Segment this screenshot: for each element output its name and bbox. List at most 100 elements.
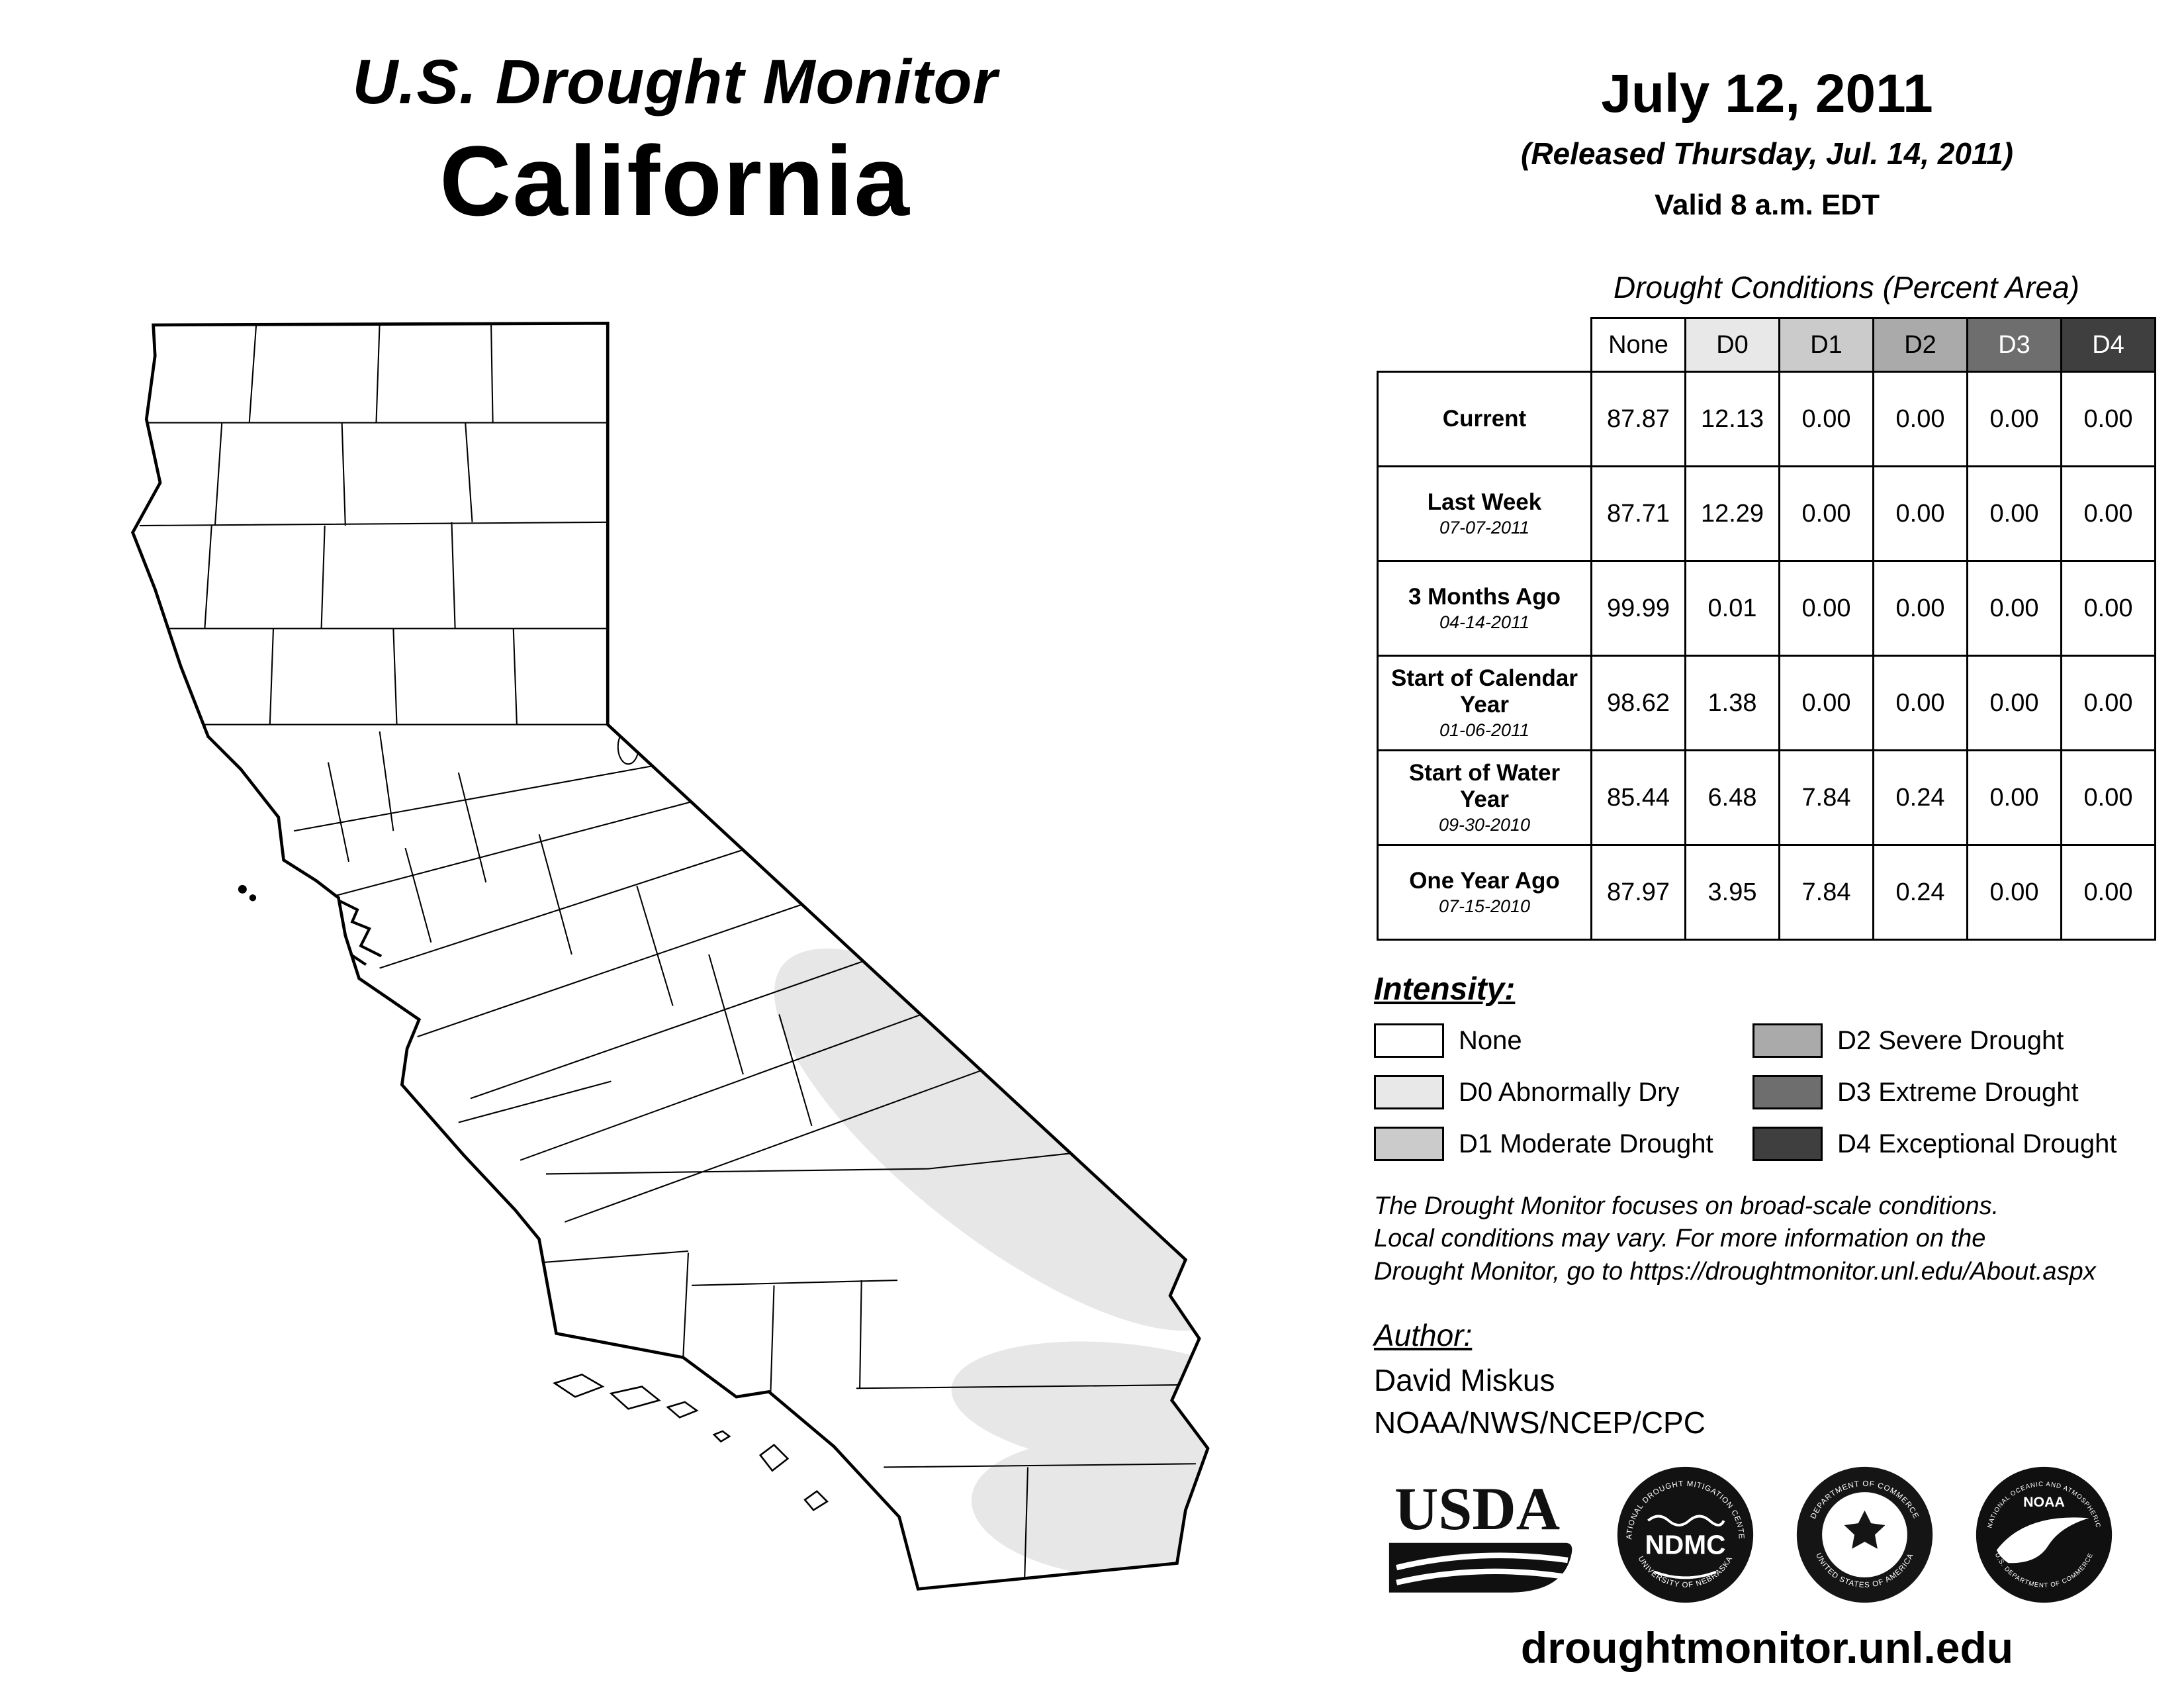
table-cell: 87.71 — [1590, 465, 1686, 562]
d4-swatch — [1752, 1127, 1823, 1161]
island — [609, 1385, 661, 1410]
island — [712, 1430, 731, 1443]
doc-eagle-emblem — [1844, 1510, 1886, 1549]
table-row-one-year-ago: One Year Ago 07-15-2010 87.97 3.95 7.84 … — [1377, 844, 2156, 941]
table-row-last-week: Last Week 07-07-2011 87.71 12.29 0.00 0.… — [1377, 465, 2156, 562]
droughtmonitor-url: droughtmonitor.unl.edu — [1520, 1623, 2014, 1673]
col-header-d1: D1 — [1778, 317, 1874, 373]
table-cell: 12.29 — [1684, 465, 1780, 562]
legend-label: D3 Extreme Drought — [1837, 1077, 2079, 1107]
valid-time: Valid 8 a.m. EDT — [1655, 189, 1880, 221]
state-name-title: California — [439, 125, 911, 236]
legend-item-d4: D4 Exceptional Drought — [1752, 1127, 2116, 1161]
d1-swatch — [1374, 1127, 1444, 1161]
released-date: (Released Thursday, Jul. 14, 2011) — [1521, 136, 2013, 171]
table-cell: 0.00 — [1872, 655, 1968, 751]
d3-swatch — [1752, 1075, 1823, 1109]
legend-label: D0 Abnormally Dry — [1459, 1077, 1680, 1107]
table-row-start-calendar-year: Start of Calendar Year 01-06-2011 98.62 … — [1377, 655, 2156, 751]
col-header-d0: D0 — [1684, 317, 1780, 373]
usda-field-shape — [1388, 1542, 1572, 1593]
col-header-d4: D4 — [2060, 317, 2156, 373]
usda-swoosh — [1396, 1568, 1563, 1585]
table-row-current: Current 87.87 12.13 0.00 0.00 0.00 0.00 — [1377, 371, 2156, 467]
table-cell: 0.00 — [1778, 465, 1874, 562]
table-cell: 85.44 — [1590, 749, 1686, 846]
drought-conditions-table: None D0 D1 D2 D3 D4 Current 87.87 12.13 … — [1377, 317, 2156, 941]
table-cell: 0.00 — [1778, 560, 1874, 657]
usda-swoosh — [1396, 1552, 1569, 1571]
info-panel: July 12, 2011 (Released Thursday, Jul. 1… — [1370, 63, 2164, 1673]
table-cell: 0.00 — [1966, 749, 2062, 846]
row-date: 07-15-2010 — [1438, 896, 1531, 917]
commerce-seal-icon: DEPARTMENT OF COMMERCE UNITED STATES OF … — [1796, 1467, 1933, 1603]
island — [666, 1401, 699, 1419]
row-label: Start of Calendar Year — [1391, 665, 1578, 718]
table-corner — [1377, 318, 1592, 372]
intensity-legend: None D0 Abnormally Dry D1 Moderate Droug… — [1374, 1023, 2164, 1161]
usda-logo-icon: USDA — [1388, 1475, 1572, 1593]
author-heading: Author: — [1374, 1318, 1473, 1353]
table-cell: 98.62 — [1590, 655, 1686, 751]
d0-area-east-sierra — [774, 948, 1208, 1331]
agency-logos: USDA NATIONAL DROUGHT MITIGATION CENTER … — [1378, 1464, 2164, 1605]
row-label: 3 Months Ago — [1408, 583, 1561, 610]
legend-label: D1 Moderate Drought — [1459, 1129, 1713, 1158]
noaa-seal-icon: NATIONAL OCEANIC AND ATMOSPHERIC U.S. DE… — [1976, 1467, 2113, 1603]
legend-label: None — [1459, 1025, 1522, 1055]
disclaimer-line: The Drought Monitor focuses on broad-sca… — [1374, 1192, 1999, 1220]
table-row-3-months-ago: 3 Months Ago 04-14-2011 99.99 0.01 0.00 … — [1377, 560, 2156, 657]
report-title: U.S. Drought Monitor — [352, 47, 998, 117]
row-label: Current — [1442, 406, 1527, 432]
table-header-row: None D0 D1 D2 D3 D4 — [1377, 317, 2156, 373]
island — [758, 1444, 790, 1472]
row-date: 04-14-2011 — [1439, 612, 1530, 633]
state-outline — [130, 321, 1210, 1591]
table-cell: 0.00 — [2060, 371, 2156, 467]
table-cell: 0.00 — [1872, 560, 1968, 657]
row-label: One Year Ago — [1409, 867, 1560, 894]
legend-item-d0: D0 Abnormally Dry — [1374, 1075, 1752, 1109]
col-header-d3: D3 — [1966, 317, 2062, 373]
table-title: Drought Conditions (Percent Area) — [1614, 270, 2079, 305]
table-cell: 0.00 — [1966, 655, 2062, 751]
table-cell: 0.00 — [1966, 844, 2062, 941]
legend-item-d3: D3 Extreme Drought — [1752, 1075, 2116, 1109]
table-cell: 0.00 — [1872, 465, 1968, 562]
legend-item-none: None — [1374, 1023, 1752, 1058]
county-boundaries — [136, 323, 1196, 1587]
map-date: July 12, 2011 — [1601, 64, 1933, 124]
table-cell: 0.00 — [2060, 560, 2156, 657]
table-cell: 7.84 — [1778, 749, 1874, 846]
row-label: Start of Water Year — [1408, 760, 1561, 812]
island — [249, 894, 257, 902]
table-cell: 0.01 — [1684, 560, 1780, 657]
legend-label: D2 Severe Drought — [1837, 1025, 2064, 1055]
table-cell: 0.00 — [2060, 844, 2156, 941]
disclaimer-text: The Drought Monitor focuses on broad-sca… — [1374, 1190, 2164, 1288]
disclaimer-line: Local conditions may vary. For more info… — [1374, 1225, 1986, 1253]
table-cell: 0.00 — [2060, 465, 2156, 562]
table-cell: 0.00 — [1778, 371, 1874, 467]
table-cell: 3.95 — [1684, 844, 1780, 941]
table-cell: 0.00 — [1966, 560, 2062, 657]
legend-label: D4 Exceptional Drought — [1837, 1129, 2117, 1158]
noaa-gull-shape — [1996, 1517, 2089, 1564]
table-cell: 0.00 — [1778, 655, 1874, 751]
legend-item-d2: D2 Severe Drought — [1752, 1023, 2116, 1058]
author-org: NOAA/NWS/NCEP/CPC — [1374, 1405, 1706, 1440]
intensity-heading: Intensity: — [1374, 972, 1516, 1007]
table-cell: 0.00 — [1872, 371, 1968, 467]
table-cell: 0.00 — [1966, 465, 2062, 562]
usda-wordmark: USDA — [1394, 1475, 1560, 1542]
legend-item-d1: D1 Moderate Drought — [1374, 1127, 1752, 1161]
california-drought-map — [130, 321, 1210, 1591]
table-cell: 0.24 — [1872, 844, 1968, 941]
table-cell: 0.00 — [2060, 749, 2156, 846]
table-cell: 87.87 — [1590, 371, 1686, 467]
channel-islands — [238, 884, 829, 1511]
title-block: U.S. Drought Monitor California — [218, 46, 1132, 238]
table-cell: 12.13 — [1684, 371, 1780, 467]
row-label: Last Week — [1427, 489, 1542, 515]
